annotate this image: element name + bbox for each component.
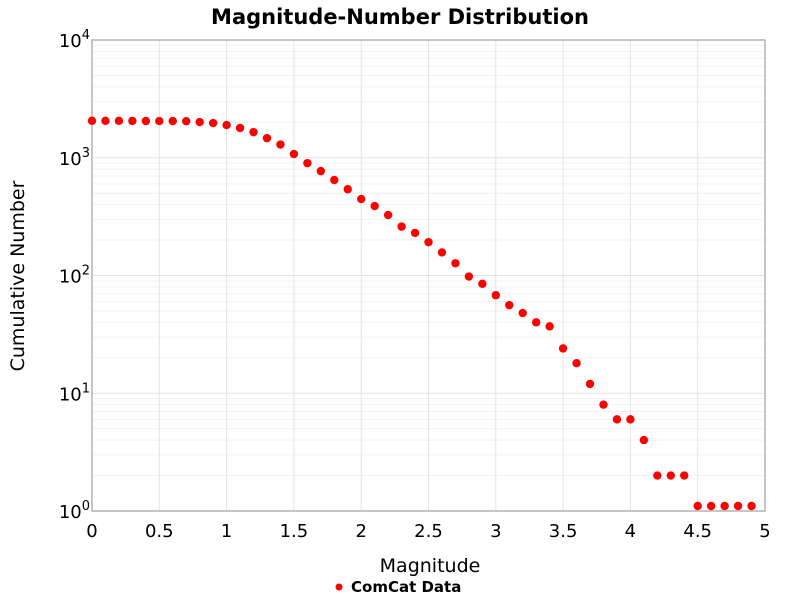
data-point <box>720 501 729 511</box>
x-tick-label: 2 <box>355 521 366 542</box>
data-point <box>101 116 110 125</box>
chart-title: Magnitude-Number Distribution <box>211 5 589 29</box>
x-tick-label: 1 <box>221 521 232 542</box>
data-point <box>208 118 218 128</box>
data-point <box>572 358 581 368</box>
plot-frame <box>91 39 766 512</box>
x-tick-label: 4 <box>625 521 636 542</box>
data-point <box>478 279 487 289</box>
data-point <box>249 127 258 137</box>
data-point <box>733 501 743 511</box>
x-tick-label: 4.5 <box>683 521 712 542</box>
data-point <box>424 237 433 247</box>
x-tick-label: 3.5 <box>549 521 578 542</box>
data-point <box>410 228 420 238</box>
legend: ComCat Data <box>335 578 461 596</box>
data-point <box>693 501 702 511</box>
data-point <box>222 120 231 130</box>
x-tick-label: 1.5 <box>280 521 309 542</box>
x-tick-label: 5 <box>759 521 770 542</box>
data-point <box>585 379 595 389</box>
data-point <box>276 140 285 149</box>
data-point <box>666 471 675 480</box>
x-tick-labels: 0 0.5 1 1.5 2 2.5 3 3.5 4 4.5 5 <box>86 521 770 542</box>
data-point <box>182 116 191 126</box>
data-point <box>235 123 245 133</box>
gridlines <box>92 40 765 511</box>
y-axis-label: Cumulative Number <box>7 180 29 371</box>
x-tick-label: 2.5 <box>414 521 443 542</box>
data-point <box>747 501 756 511</box>
data-point <box>545 322 554 331</box>
data-point <box>653 471 662 480</box>
legend-marker-icon <box>335 583 343 591</box>
data-point <box>397 222 406 231</box>
data-point <box>639 435 649 445</box>
x-tick-label: 3 <box>490 521 501 542</box>
data-point <box>518 308 527 318</box>
legend-label: ComCat Data <box>351 578 461 596</box>
data-point <box>558 344 568 353</box>
data-point <box>330 175 339 185</box>
data-point <box>531 318 541 327</box>
data-point <box>289 149 299 159</box>
data-point <box>626 415 635 424</box>
data-point <box>370 201 379 211</box>
data-point <box>114 116 124 126</box>
data-point <box>491 291 500 300</box>
y-tick-label: 103 <box>59 146 90 170</box>
data-point <box>505 300 514 310</box>
data-point <box>437 248 447 257</box>
data-point <box>451 259 460 268</box>
data-point <box>680 471 689 480</box>
y-tick-label: 101 <box>59 381 90 405</box>
data-point <box>383 210 393 220</box>
data-point <box>168 116 177 126</box>
x-tick-label: 0.5 <box>145 521 174 542</box>
y-tick-labels: 100 101 102 103 104 <box>59 28 90 523</box>
data-point <box>141 116 151 126</box>
data-point <box>303 158 312 168</box>
data-point <box>316 166 326 176</box>
data-point <box>87 116 97 125</box>
data-point <box>612 415 622 424</box>
y-tick-label: 102 <box>59 264 90 288</box>
data-point <box>464 272 474 281</box>
y-tick-label: 100 <box>59 499 90 523</box>
data-point <box>599 400 608 409</box>
data-points <box>87 116 756 511</box>
data-point <box>357 194 366 204</box>
data-point <box>262 133 272 143</box>
data-point <box>155 116 164 126</box>
data-point <box>128 116 137 126</box>
data-point <box>706 501 716 511</box>
y-tick-label: 104 <box>59 28 90 52</box>
data-point <box>195 117 204 127</box>
x-axis-label: Magnitude <box>380 555 481 577</box>
data-point <box>343 185 352 194</box>
x-tick-label: 0 <box>86 521 97 542</box>
